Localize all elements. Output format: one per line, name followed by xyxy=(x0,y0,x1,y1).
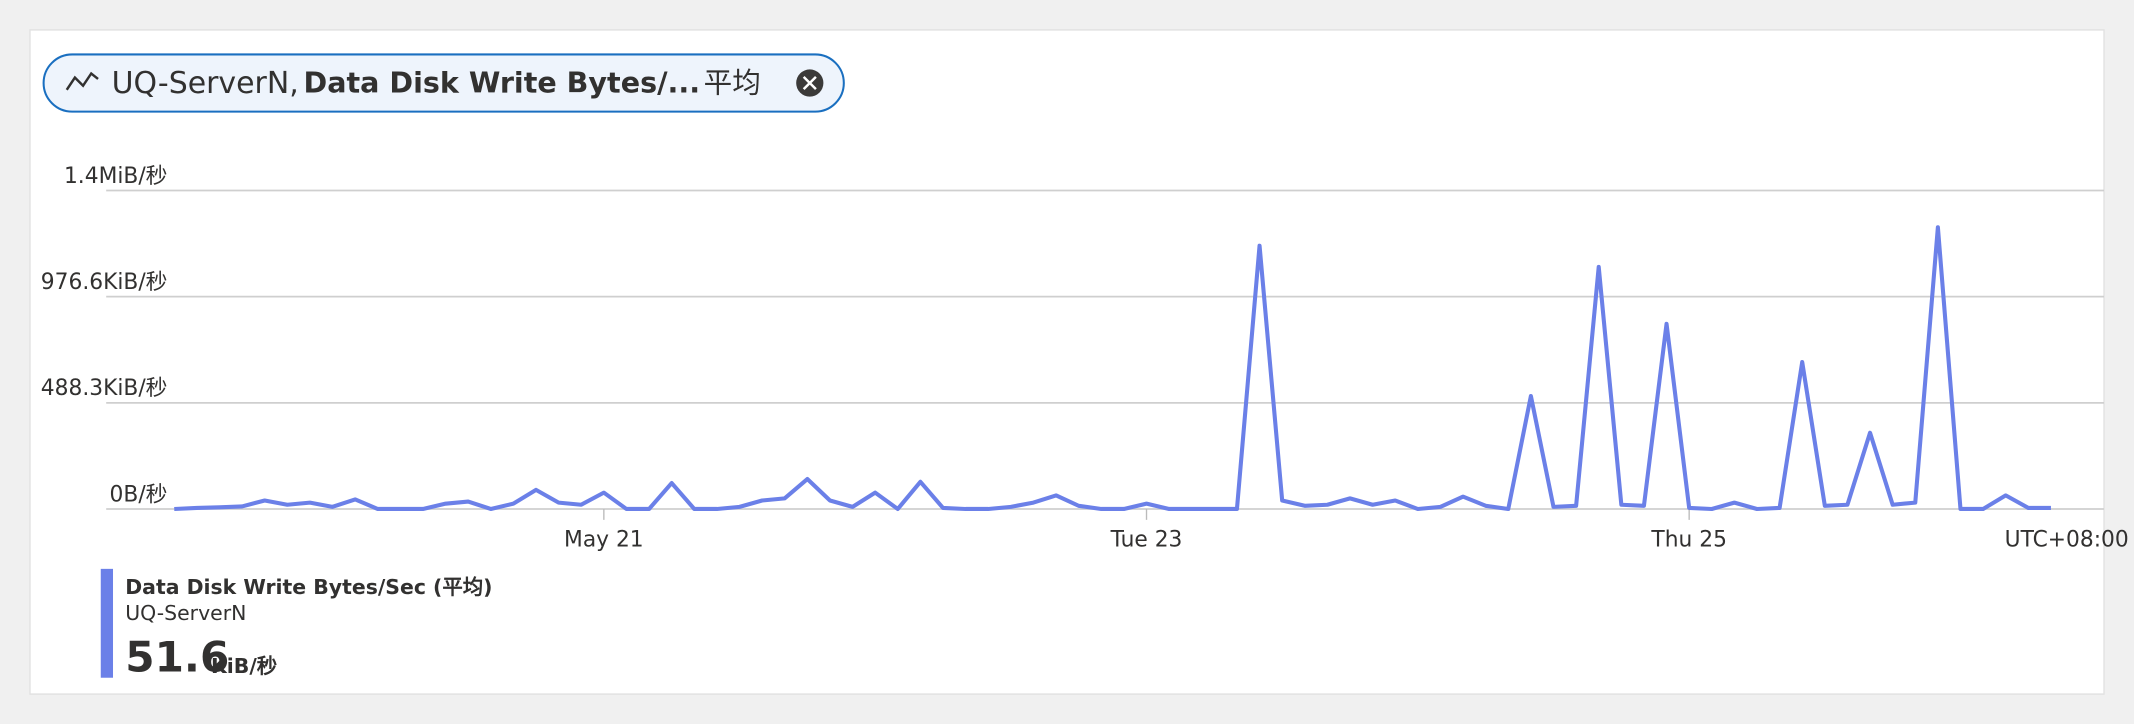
y-tick-label: 1.4MiB/秒 xyxy=(64,164,167,189)
legend-resource: UQ-ServerN xyxy=(125,601,246,625)
y-tick-label: 488.3KiB/秒 xyxy=(41,376,168,401)
y-tick-label: 0B/秒 xyxy=(110,482,168,507)
y-tick-label: 976.6KiB/秒 xyxy=(41,270,168,295)
aggregation-label: 平均 xyxy=(704,65,761,99)
plot: 0B/秒 488.3KiB/秒 976.6KiB/秒 1.4MiB/秒 May 21 Tu… xyxy=(41,164,2105,552)
legend-unit: KiB/秒 xyxy=(211,654,277,678)
metric-label: Data Disk Write Bytes/... xyxy=(304,65,701,99)
legend-value: 51.6 xyxy=(125,633,229,682)
metric-pill[interactable] xyxy=(42,53,845,113)
x-tick-label: May 21 xyxy=(564,527,644,552)
close-icon xyxy=(802,76,817,91)
data-line xyxy=(174,225,2051,512)
x-tick-label: Thu 25 xyxy=(1650,527,1727,552)
legend-swatch xyxy=(100,568,114,678)
resource-label: UQ-ServerN, xyxy=(112,66,299,101)
x-tick-label: Tue 23 xyxy=(1110,527,1183,552)
legend-name: Data Disk Write Bytes/Sec (平均) xyxy=(125,575,492,599)
line-icon xyxy=(65,71,99,91)
card xyxy=(29,29,2105,695)
timezone-label: UTC+08:00 xyxy=(2005,527,2129,552)
